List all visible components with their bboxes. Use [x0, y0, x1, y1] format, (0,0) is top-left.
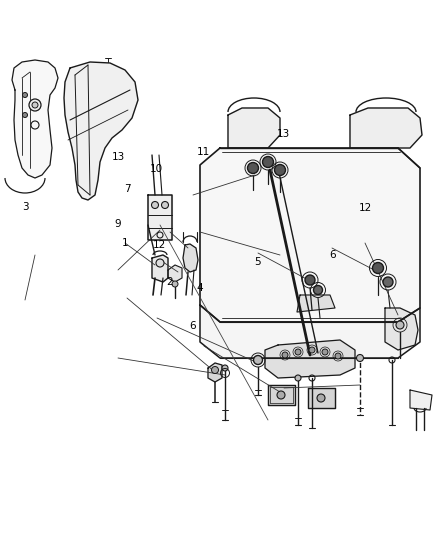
Text: 9: 9	[114, 219, 121, 229]
Polygon shape	[168, 265, 182, 282]
Circle shape	[254, 356, 262, 365]
Text: 2: 2	[166, 278, 173, 287]
Polygon shape	[385, 308, 418, 350]
Circle shape	[32, 102, 38, 108]
Circle shape	[317, 394, 325, 402]
Polygon shape	[297, 295, 335, 312]
Text: 1: 1	[121, 238, 128, 247]
Circle shape	[396, 321, 404, 329]
Circle shape	[372, 262, 384, 273]
Polygon shape	[228, 108, 280, 148]
Polygon shape	[64, 62, 138, 200]
Text: 6: 6	[329, 250, 336, 260]
Text: 11: 11	[197, 147, 210, 157]
Circle shape	[152, 201, 159, 208]
Circle shape	[309, 347, 315, 353]
Text: 3: 3	[22, 202, 29, 212]
Polygon shape	[208, 363, 222, 382]
Text: 13: 13	[112, 152, 125, 162]
Circle shape	[156, 259, 164, 267]
Polygon shape	[148, 195, 172, 240]
Circle shape	[247, 163, 258, 174]
Circle shape	[222, 365, 228, 371]
Circle shape	[295, 349, 301, 355]
Circle shape	[282, 352, 288, 358]
Circle shape	[383, 277, 393, 287]
Circle shape	[277, 391, 285, 399]
Polygon shape	[183, 244, 198, 272]
Circle shape	[262, 157, 273, 167]
Polygon shape	[200, 305, 420, 358]
Circle shape	[22, 112, 28, 117]
Circle shape	[29, 99, 41, 111]
Text: 4: 4	[196, 283, 203, 293]
Circle shape	[275, 165, 286, 175]
Circle shape	[22, 93, 28, 98]
Polygon shape	[410, 390, 432, 410]
Text: 5: 5	[254, 257, 261, 267]
Circle shape	[172, 281, 178, 287]
Polygon shape	[308, 388, 335, 408]
Circle shape	[212, 367, 219, 374]
Circle shape	[314, 286, 322, 295]
Polygon shape	[265, 340, 355, 378]
Circle shape	[305, 275, 315, 285]
Polygon shape	[350, 108, 422, 148]
Circle shape	[322, 349, 328, 355]
Circle shape	[335, 353, 341, 359]
Text: 7: 7	[124, 184, 131, 194]
Text: 10: 10	[150, 165, 163, 174]
Polygon shape	[268, 385, 295, 405]
Circle shape	[295, 375, 301, 381]
Polygon shape	[200, 148, 420, 322]
Text: 12: 12	[359, 203, 372, 213]
Circle shape	[162, 201, 169, 208]
Circle shape	[357, 354, 364, 361]
Polygon shape	[152, 255, 168, 282]
Text: 13: 13	[277, 130, 290, 139]
Text: 12: 12	[153, 240, 166, 250]
Text: 6: 6	[189, 321, 196, 331]
Polygon shape	[12, 60, 58, 178]
